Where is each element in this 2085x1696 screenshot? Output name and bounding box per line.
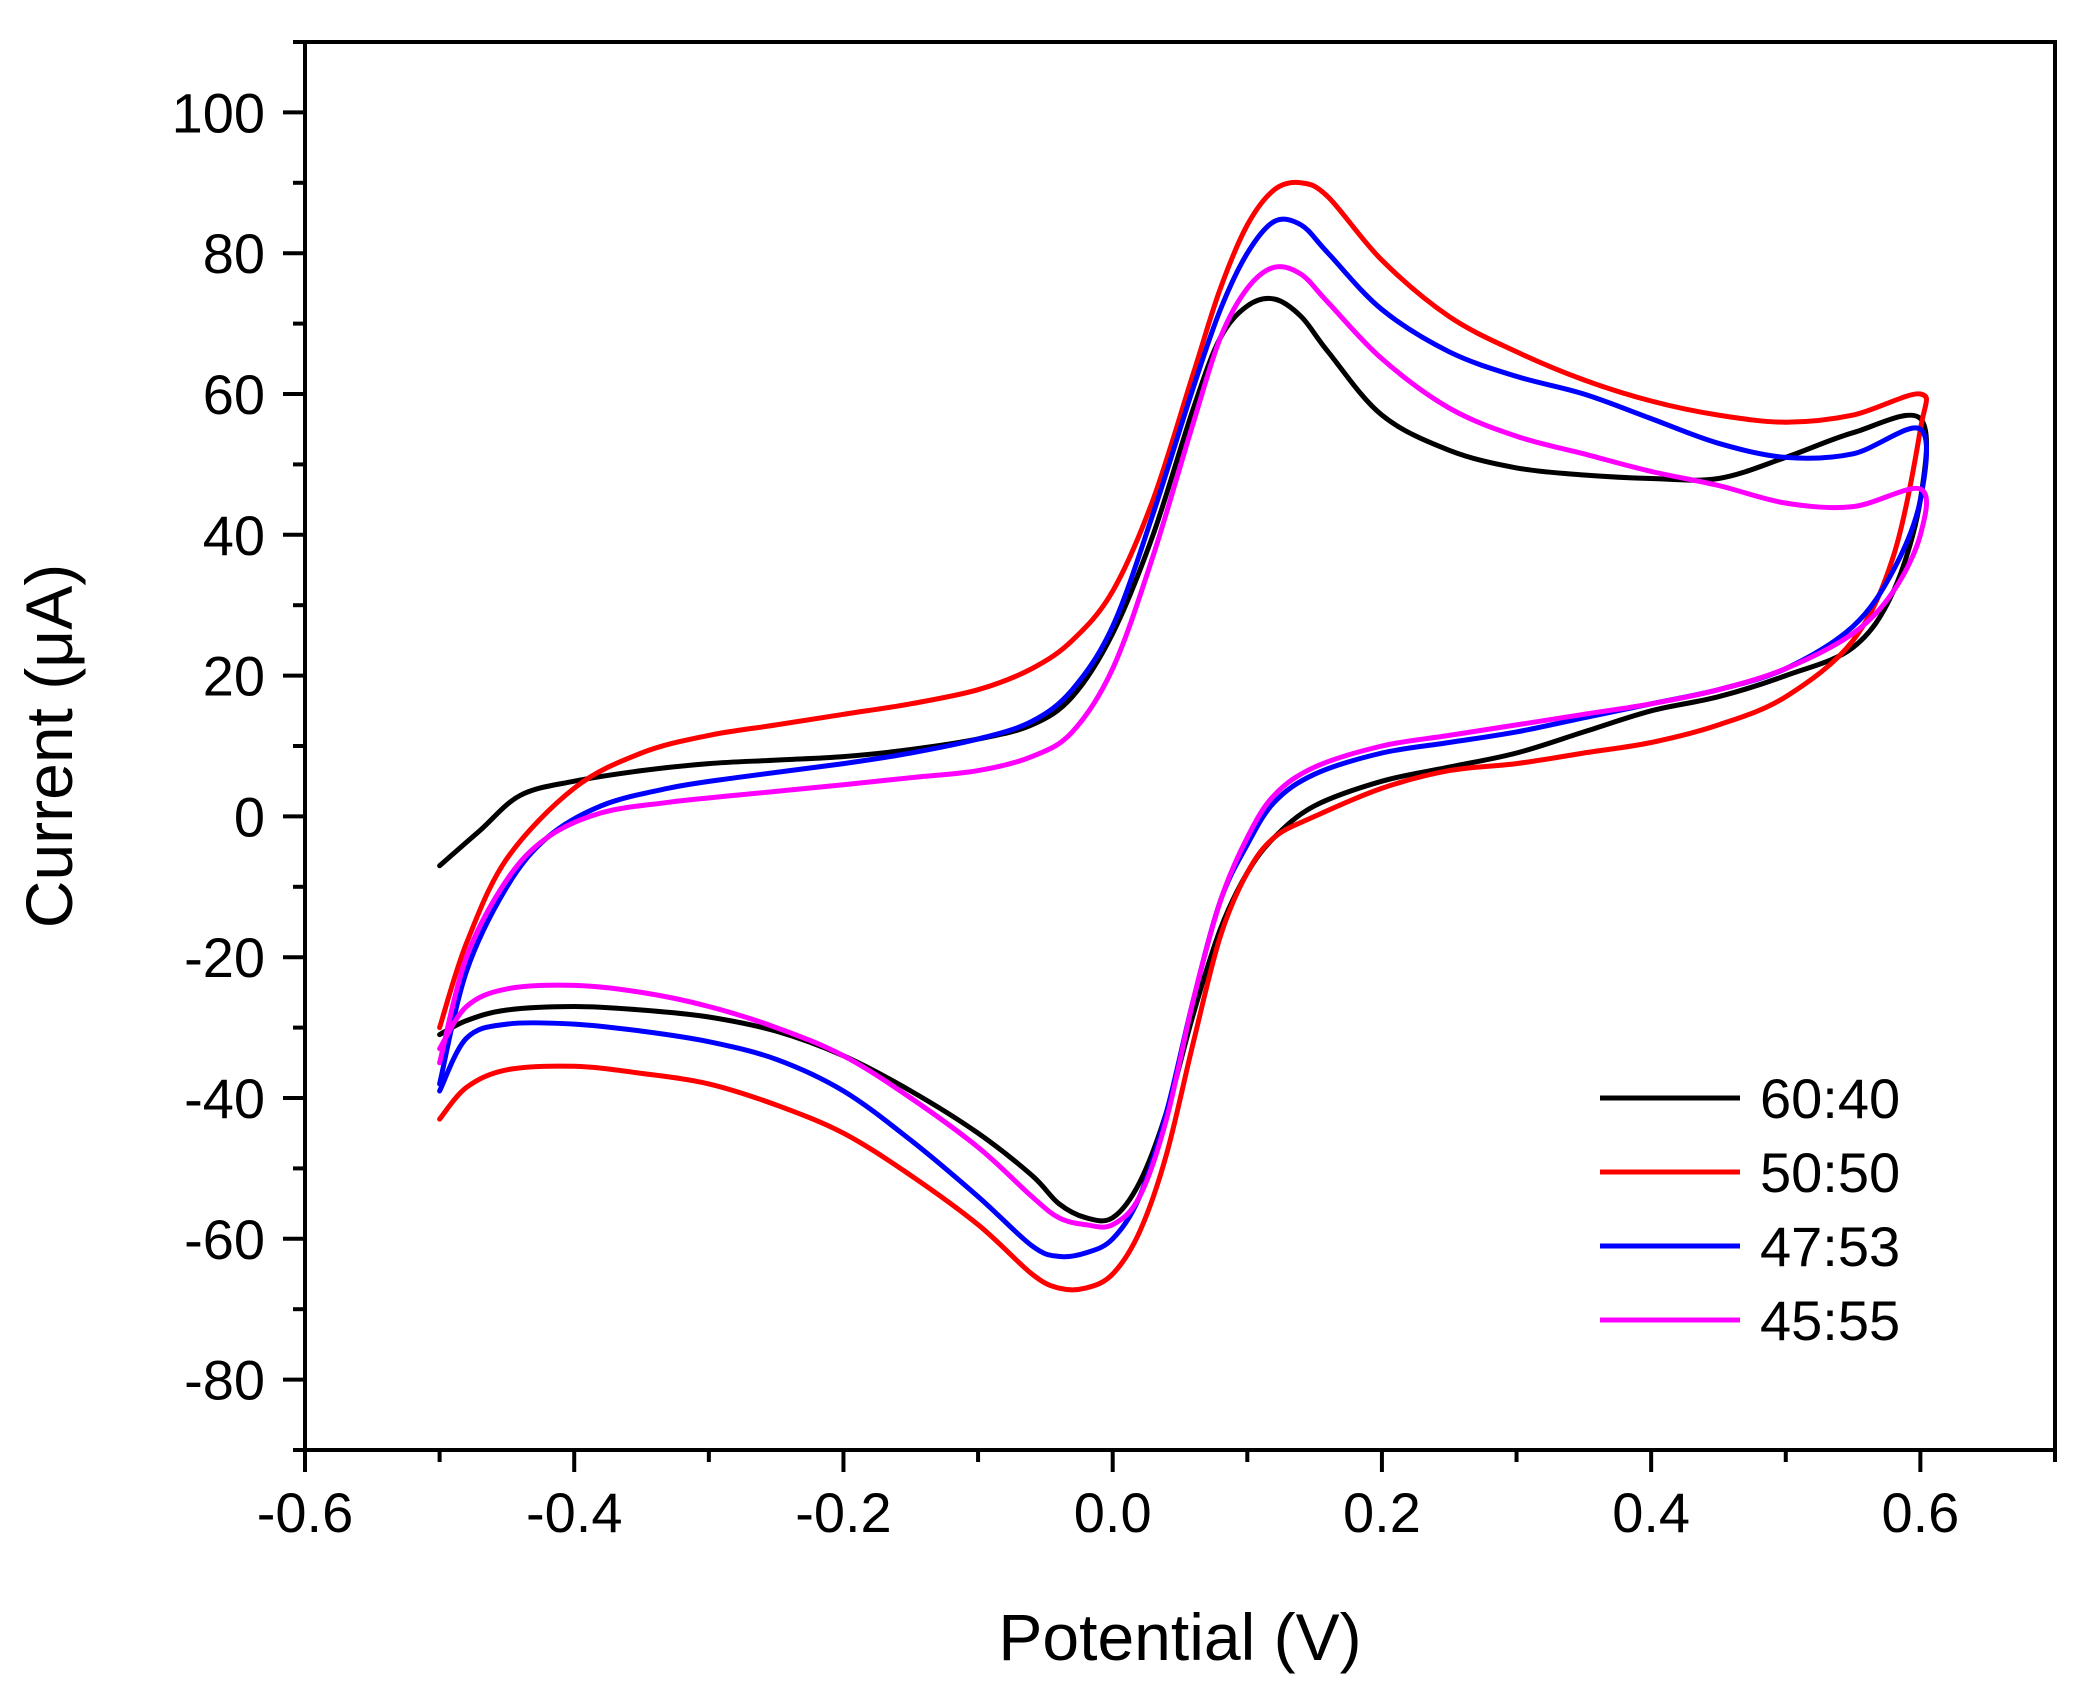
y-tick-label: 20	[203, 645, 265, 708]
x-tick-label: 0.4	[1612, 1481, 1690, 1544]
y-tick-label: 0	[234, 785, 265, 848]
axes-group: -0.6 -0.4 -0.2 0.0 0.2 0.4 0.6 -80 -60 -40 -20 0 20 4…	[172, 40, 2057, 1544]
x-tick-label: -0.6	[257, 1481, 354, 1544]
legend-label: 60:40	[1760, 1067, 1900, 1130]
series-line-50-50	[437, 179, 1930, 1293]
legend: 60:40 50:50 47:53 45:55	[1600, 1067, 1900, 1352]
x-tick-label: 0.6	[1881, 1481, 1959, 1544]
x-tick-label: -0.2	[795, 1481, 892, 1544]
legend-label: 50:50	[1760, 1141, 1900, 1204]
y-tick-label: -40	[184, 1067, 265, 1130]
series-group	[437, 179, 1930, 1293]
legend-label: 47:53	[1760, 1215, 1900, 1278]
series-line-47-53	[437, 216, 1929, 1260]
y-tick-label: 40	[203, 504, 265, 567]
y-tick-label: 100	[172, 81, 265, 144]
y-tick-label: 80	[203, 222, 265, 285]
series-line-45-55	[437, 264, 1930, 1230]
y-axis-title: Current (μA)	[12, 564, 86, 928]
y-tick-label: -80	[184, 1349, 265, 1412]
x-tick-label: 0.2	[1343, 1481, 1421, 1544]
x-tick-label: 0.0	[1074, 1481, 1152, 1544]
y-tick-label: -20	[184, 926, 265, 989]
legend-label: 45:55	[1760, 1289, 1900, 1352]
y-tick-label: -60	[184, 1208, 265, 1271]
x-axis-title: Potential (V)	[998, 1600, 1361, 1674]
y-tick-label: 60	[203, 363, 265, 426]
x-tick-label: -0.4	[526, 1481, 623, 1544]
